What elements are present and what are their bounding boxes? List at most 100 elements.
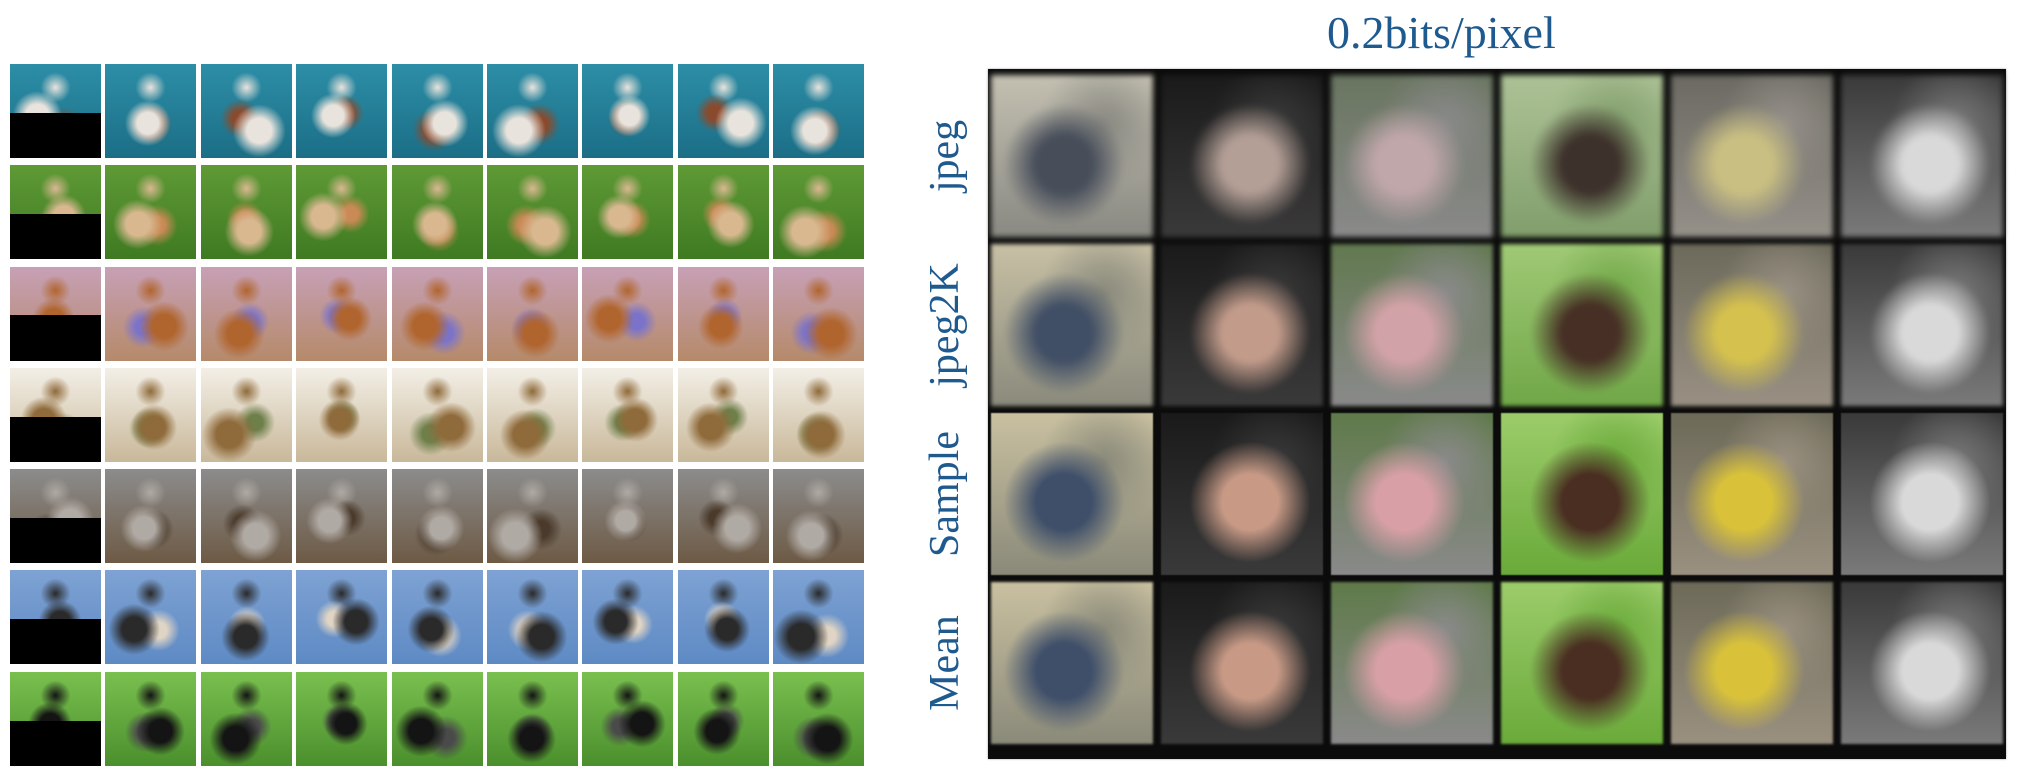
completion-sample-image — [200, 165, 292, 260]
occluded-input-image — [10, 671, 101, 766]
compressed-image-jpeg2k — [1841, 244, 2003, 406]
completion-sample-image — [486, 570, 578, 665]
occluded-input-image — [10, 165, 101, 260]
completion-sample-image — [296, 64, 388, 158]
completion-sample-image — [391, 570, 483, 665]
completion-sample-image — [773, 266, 865, 361]
completion-sample-image — [296, 165, 388, 260]
completion-sample-image — [773, 64, 865, 158]
left-completion-grid — [10, 64, 865, 768]
row-label-mean-text: Mean — [922, 615, 969, 711]
row-label-mean: Mean — [920, 582, 970, 744]
occlusion-mask — [10, 416, 101, 462]
completion-sample-image — [391, 469, 483, 564]
compressed-image-sample — [1841, 413, 2003, 575]
compressed-image-mean — [1501, 582, 1663, 744]
occluded-input-image — [10, 570, 101, 665]
completion-sample-image — [105, 266, 197, 361]
completion-sample-image — [677, 671, 769, 766]
completion-sample-image — [486, 469, 578, 564]
compressed-image-sample — [991, 413, 1153, 575]
completion-sample-image — [582, 469, 674, 564]
completion-sample-image — [296, 469, 388, 564]
completion-sample-image — [296, 266, 388, 361]
compressed-image-jpeg2k — [1501, 244, 1663, 406]
compressed-image-mean — [1671, 582, 1833, 744]
completion-sample-image — [773, 671, 865, 766]
row-label-jpeg2k-text: jpeg2K — [922, 263, 968, 387]
compressed-image-jpeg — [1841, 75, 2003, 237]
occlusion-mask — [10, 518, 101, 564]
occlusion-mask — [10, 315, 101, 361]
occluded-input-image — [10, 367, 101, 462]
completion-sample-image — [105, 367, 197, 462]
completion-sample-image — [486, 367, 578, 462]
compressed-image-mean — [1841, 582, 2003, 744]
completion-sample-image — [486, 165, 578, 260]
compressed-image-mean — [991, 582, 1153, 744]
compression-comparison-panel — [988, 69, 2006, 759]
completion-sample-image — [200, 671, 292, 766]
completion-sample-image — [486, 671, 578, 766]
completion-sample-image — [582, 165, 674, 260]
compressed-image-jpeg — [1671, 75, 1833, 237]
occluded-input-image — [10, 64, 101, 158]
completion-sample-image — [391, 266, 483, 361]
row-label-jpeg-text: jpeg — [922, 119, 968, 193]
compressed-image-jpeg2k — [1671, 244, 1833, 406]
completion-sample-image — [677, 165, 769, 260]
occluded-input-image — [10, 266, 101, 361]
occluded-input-image — [10, 469, 101, 564]
completion-sample-image — [677, 367, 769, 462]
completion-sample-image — [677, 266, 769, 361]
completion-sample-image — [773, 570, 865, 665]
compression-grid — [991, 75, 2003, 757]
occlusion-mask — [10, 720, 101, 766]
row-label-jpeg: jpeg — [920, 75, 970, 237]
compressed-image-sample — [1331, 413, 1493, 575]
compressed-image-jpeg — [991, 75, 1153, 237]
completion-sample-image — [200, 266, 292, 361]
completion-sample-image — [391, 165, 483, 260]
completion-sample-image — [200, 367, 292, 462]
compressed-image-sample — [1161, 413, 1323, 575]
row-label-sample: Sample — [920, 413, 970, 575]
right-panel-title: 0.2bits/pixel — [1327, 7, 1556, 58]
compressed-image-jpeg — [1161, 75, 1323, 237]
compressed-image-jpeg — [1331, 75, 1493, 237]
completion-sample-image — [582, 671, 674, 766]
compressed-image-jpeg2k — [1161, 244, 1323, 406]
completion-sample-image — [105, 671, 197, 766]
compressed-image-mean — [1161, 582, 1323, 744]
completion-sample-image — [582, 367, 674, 462]
completion-sample-image — [296, 671, 388, 766]
completion-sample-image — [105, 570, 197, 665]
completion-sample-image — [296, 367, 388, 462]
completion-sample-image — [773, 367, 865, 462]
compressed-image-sample — [1501, 413, 1663, 575]
completion-sample-image — [200, 469, 292, 564]
compressed-image-jpeg2k — [991, 244, 1153, 406]
completion-sample-image — [391, 367, 483, 462]
row-label-jpeg2k: jpeg2K — [920, 244, 970, 406]
compressed-image-sample — [1671, 413, 1833, 575]
compressed-image-jpeg2k — [1331, 244, 1493, 406]
completion-sample-image — [486, 266, 578, 361]
completion-sample-image — [677, 64, 769, 158]
completion-sample-image — [582, 64, 674, 158]
completion-sample-image — [391, 671, 483, 766]
completion-sample-image — [773, 165, 865, 260]
completion-sample-image — [391, 64, 483, 158]
completion-sample-image — [105, 469, 197, 564]
completion-sample-image — [677, 469, 769, 564]
completion-sample-image — [582, 570, 674, 665]
completion-sample-image — [773, 469, 865, 564]
completion-sample-image — [105, 64, 197, 158]
completion-sample-image — [582, 266, 674, 361]
completion-sample-image — [296, 570, 388, 665]
completion-sample-image — [486, 64, 578, 158]
row-label-sample-text: Sample — [922, 431, 969, 557]
compressed-image-mean — [1331, 582, 1493, 744]
completion-sample-image — [200, 64, 292, 158]
completion-sample-image — [677, 570, 769, 665]
